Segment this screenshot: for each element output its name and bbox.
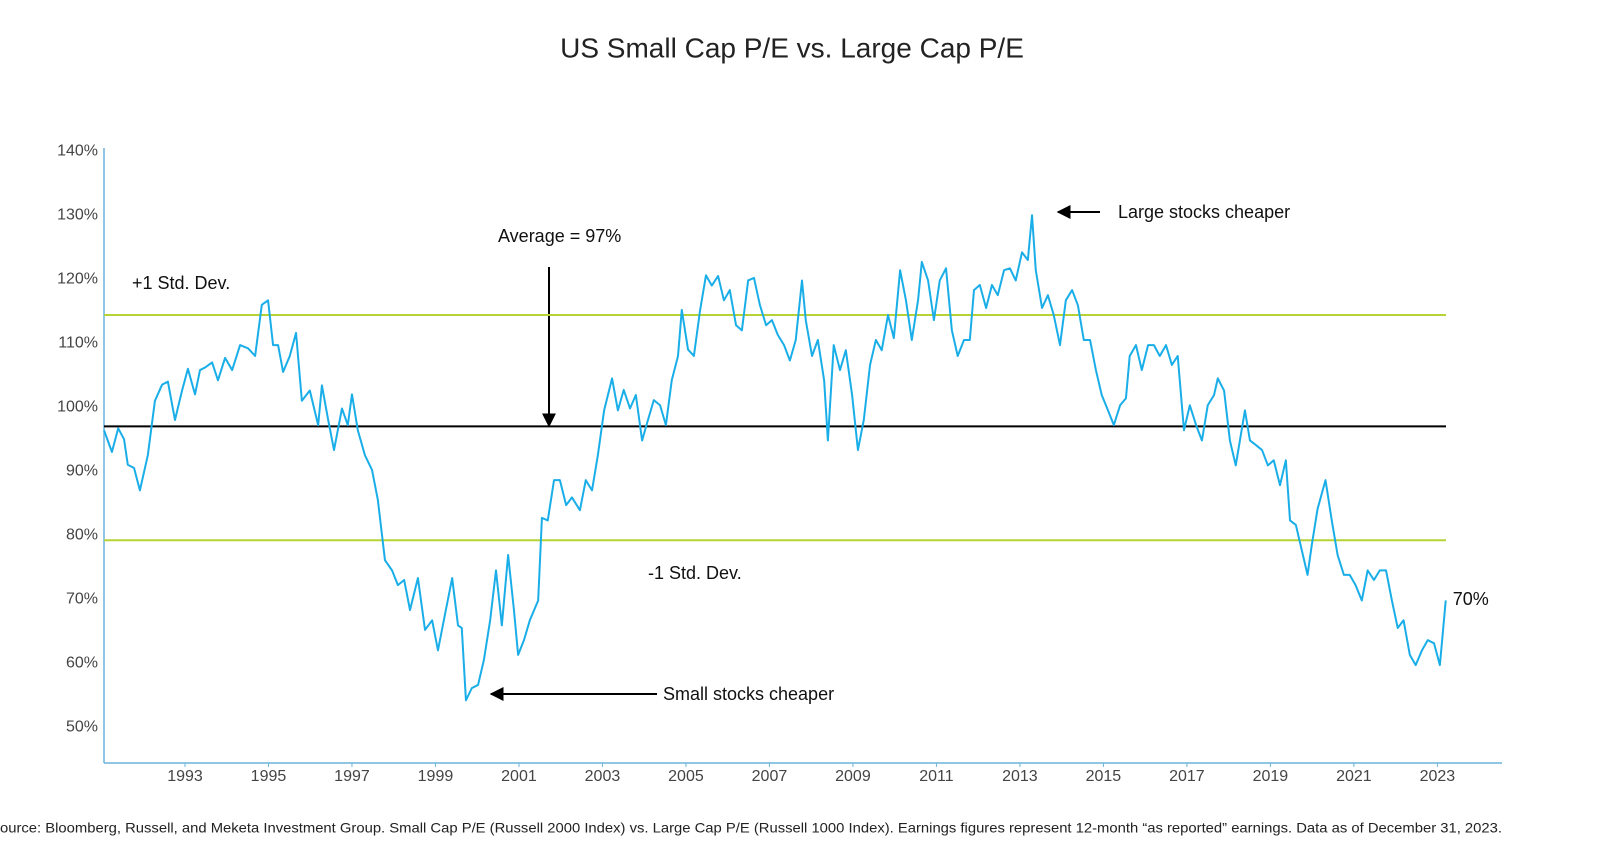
y-tick-label: 120% <box>57 270 98 287</box>
x-tick-label: 2007 <box>752 768 788 785</box>
x-tick-label: 2001 <box>501 768 537 785</box>
x-tick-label: 2015 <box>1086 768 1122 785</box>
x-tick-label: 2013 <box>1002 768 1038 785</box>
x-tick-label: 2009 <box>835 768 871 785</box>
ref-label: +1 Std. Dev. <box>132 273 230 293</box>
x-tick-label: 2019 <box>1253 768 1289 785</box>
chart-title: US Small Cap P/E vs. Large Cap P/E <box>560 32 1024 63</box>
y-tick-label: 90% <box>66 462 98 479</box>
x-tick-label: 1993 <box>167 768 203 785</box>
x-tick-label: 2005 <box>668 768 704 785</box>
y-tick-label: 50% <box>66 718 98 735</box>
x-tick-label: 2023 <box>1420 768 1456 785</box>
x-tick-label: 1999 <box>418 768 454 785</box>
annotation: Small stocks cheaper <box>663 684 834 704</box>
y-tick-label: 110% <box>58 334 98 351</box>
x-tick-label: 2011 <box>919 768 954 785</box>
data-line <box>103 214 1447 702</box>
ref-label: -1 Std. Dev. <box>648 563 742 583</box>
y-tick-label: 100% <box>57 398 98 415</box>
end-label: 70% <box>1453 589 1489 609</box>
y-tick-label: 80% <box>66 526 98 543</box>
x-tick-label: 1997 <box>334 768 370 785</box>
x-tick-label: 1995 <box>251 768 287 785</box>
x-tick-label: 2017 <box>1169 768 1205 785</box>
x-tick-label: 2021 <box>1336 768 1372 785</box>
y-tick-label: 130% <box>57 206 98 223</box>
x-tick-label: 2003 <box>585 768 621 785</box>
source-note: ource: Bloomberg, Russell, and Meketa In… <box>0 820 1502 836</box>
annotation: Large stocks cheaper <box>1118 202 1290 222</box>
y-tick-label: 70% <box>66 590 98 607</box>
ref-label: Average = 97% <box>498 226 621 246</box>
y-tick-label: 140% <box>57 142 98 159</box>
y-tick-label: 60% <box>66 654 98 671</box>
